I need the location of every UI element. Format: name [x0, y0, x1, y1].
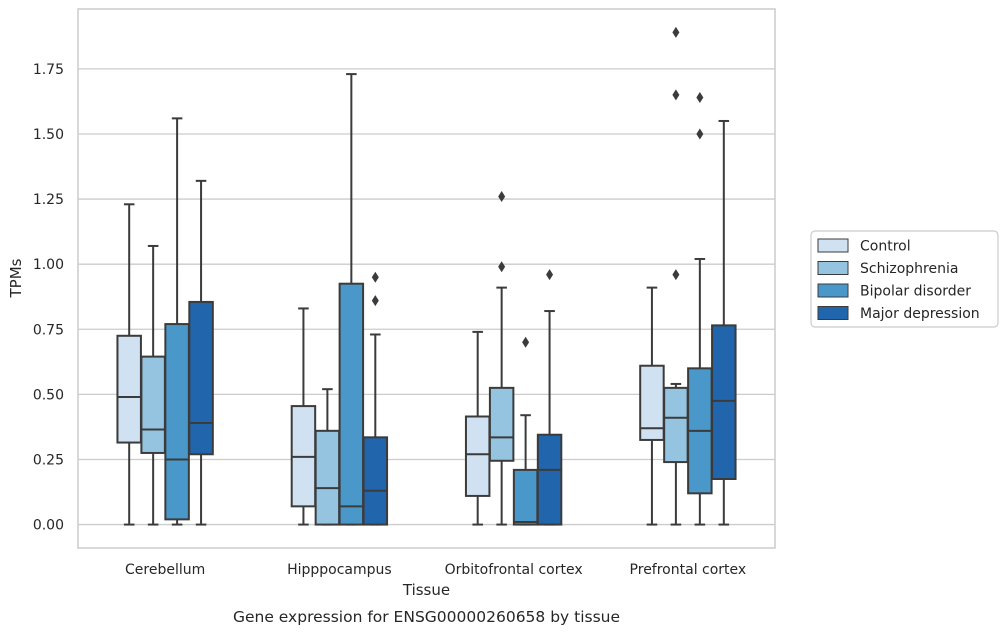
y-axis-label: TPMs [7, 258, 25, 298]
x-tick-label: Cerebellum [125, 562, 205, 578]
outlier-point [371, 271, 379, 283]
box-schizophrenia [488, 190, 515, 526]
legend: Control Schizophrenia Bipolar disorder Majo… [810, 230, 999, 328]
box-body [314, 429, 341, 526]
y-tick-label: 1.00 [33, 257, 64, 273]
legend-swatch [817, 238, 849, 253]
legend-label: Schizophrenia [860, 261, 958, 277]
y-tick-label: 0.25 [33, 452, 64, 468]
box-control [464, 330, 491, 526]
y-tick-label: 0.50 [33, 387, 64, 403]
legend-item: Bipolar disorder [817, 283, 971, 300]
box-bipolar-disorder [687, 92, 713, 526]
x-tick-label: Hipppocampus [287, 562, 392, 578]
box-bipolar-disorder [338, 73, 365, 526]
legend-label: Bipolar disorder [860, 284, 971, 300]
box-control [639, 286, 665, 526]
y-tick-label: 1.50 [33, 127, 64, 143]
y-tick-label: 0.75 [33, 322, 64, 338]
box-major-depression [362, 271, 389, 526]
x-tick-labels: Cerebellum Hipppocampus Orbitofrontal cort… [125, 562, 746, 578]
legend-swatch [817, 306, 849, 320]
box-body [362, 436, 389, 526]
boxes [116, 26, 737, 526]
box-body [512, 468, 539, 526]
outlier-point [522, 336, 530, 348]
legend-label: Control [860, 239, 911, 255]
outlier-point [672, 26, 680, 38]
box-schizophrenia [663, 26, 689, 526]
outlier-point [672, 89, 680, 101]
outlier-point [696, 92, 704, 104]
legend-item: Major depression [817, 306, 980, 322]
x-tick-label: Orbitofrontal cortex [445, 562, 583, 578]
box-body [116, 334, 142, 444]
y-tick-label: 0.00 [33, 518, 64, 534]
box-body [464, 415, 491, 497]
plot-frame [77, 8, 776, 549]
chart-caption: Gene expression for ENSG00000260658 by t… [233, 608, 620, 626]
outlier-point [498, 261, 506, 273]
y-tick-label: 1.25 [33, 192, 64, 208]
legend-swatch [817, 283, 849, 298]
outlier-point [371, 295, 379, 307]
legend-label: Major depression [860, 306, 980, 322]
outlier-point [696, 128, 704, 140]
box-control [290, 307, 317, 526]
box-body [663, 386, 689, 464]
legend-swatch [817, 261, 849, 275]
box-major-depression [711, 119, 737, 526]
box-body [488, 386, 515, 462]
x-tick-label: Prefrontal cortex [630, 562, 747, 578]
box-body [140, 355, 166, 454]
box-major-depression [536, 269, 563, 526]
x-axis-label: Tissue [402, 581, 450, 599]
outlier-point [672, 269, 680, 281]
box-body [188, 300, 214, 456]
box-body [338, 282, 365, 526]
box-bipolar-disorder [164, 117, 190, 526]
legend-item: Schizophrenia [817, 261, 958, 277]
box-schizophrenia [314, 388, 341, 526]
box-body [711, 324, 737, 480]
box-major-depression [188, 179, 214, 526]
legend-frame [810, 230, 999, 328]
legend-item: Control [817, 238, 911, 255]
box-bipolar-disorder [512, 336, 539, 526]
box-body [536, 433, 563, 526]
box-control [116, 203, 142, 526]
box-schizophrenia [140, 244, 166, 526]
y-tick-labels: 0.00 0.25 0.50 0.75 1.00 1.25 1.50 1.75 [33, 62, 64, 534]
outlier-point [498, 190, 506, 202]
y-tick-label: 1.75 [33, 62, 64, 78]
outlier-point [546, 269, 554, 281]
box-body [164, 323, 190, 521]
